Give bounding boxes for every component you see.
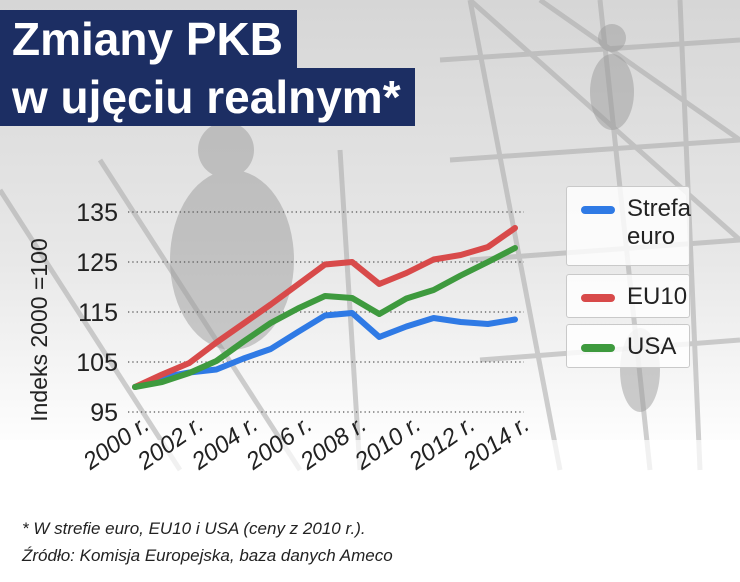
legend-item-usa: USA	[566, 324, 690, 368]
legend-swatch	[581, 344, 615, 352]
y-tick-label: 135	[76, 199, 118, 227]
legend-label: USA	[627, 333, 677, 360]
y-axis-label: Indeks 2000 =100	[26, 238, 52, 422]
series-line-strefa-euro	[132, 310, 518, 390]
x-axis-tick-labels: 2000 r.2002 r.2004 r.2006 r.2008 r.2010 …	[78, 411, 535, 476]
grid-lines	[128, 211, 524, 413]
series-line-eu10	[132, 225, 518, 390]
legend-item-strefa-euro: Strefa euro	[566, 186, 692, 266]
y-tick-label: 115	[78, 299, 118, 327]
y-tick-label: 105	[76, 349, 118, 377]
series-line-usa	[132, 245, 518, 390]
chart-title-line-1: Zmiany PKB	[0, 10, 297, 68]
legend-label: euro	[627, 223, 676, 250]
legend-swatch	[581, 206, 615, 214]
chart-title-line-2: w ujęciu realnym*	[0, 68, 415, 126]
y-axis-tick-labels: 95 105 115 125 135	[76, 199, 118, 427]
footnote: * W strefie euro, EU10 i USA (ceny z 201…	[22, 519, 366, 538]
y-tick-label: 95	[90, 399, 118, 427]
series-lines	[132, 225, 518, 390]
y-tick-label: 125	[76, 249, 118, 277]
legend-label: EU10	[627, 283, 688, 310]
legend-item-eu10: EU10	[566, 274, 690, 318]
source-note: Źródło: Komisja Europejska, baza danych …	[22, 546, 393, 565]
legend-swatch	[581, 294, 615, 302]
legend-label: Strefa	[627, 195, 692, 222]
